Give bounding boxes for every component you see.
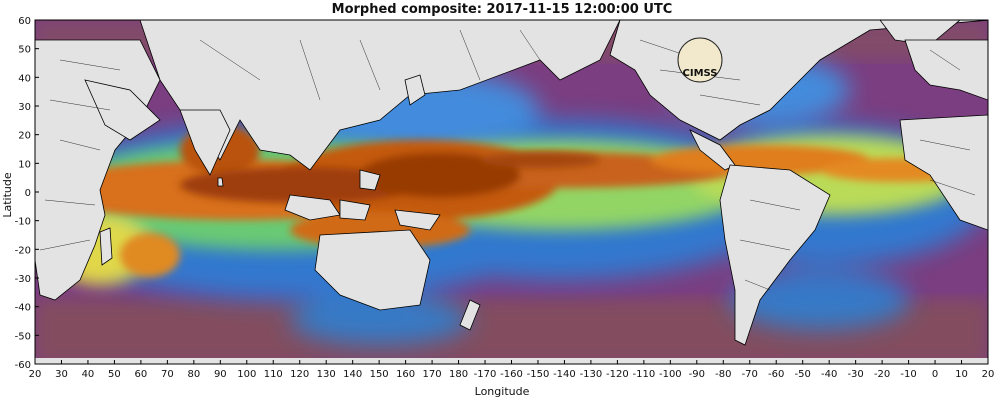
x-tick-label: 180	[449, 369, 468, 380]
x-tick-label: 140	[343, 369, 362, 380]
x-tick-label: 100	[237, 369, 256, 380]
x-tick-label: -70	[742, 369, 758, 380]
country-borders	[39, 29, 976, 291]
x-tick-label: -170	[474, 369, 497, 380]
logo-text: CIMSS	[683, 68, 718, 79]
x-tick-label: -20	[874, 369, 890, 380]
x-tick-label: 80	[187, 369, 200, 380]
y-tick-label: -20	[15, 245, 31, 256]
x-tick-label: -130	[580, 369, 603, 380]
x-tick-label: 10	[955, 369, 968, 380]
y-tick-label: -40	[15, 303, 31, 314]
cimss-logo: CIMSS	[677, 37, 723, 83]
x-tick-label: -100	[659, 369, 682, 380]
x-tick-label: -10	[900, 369, 916, 380]
x-tick-label: -120	[606, 369, 629, 380]
y-axis: 60 50 40 30 20 10 0 -10 -20 -30 -40 -50 -60	[15, 16, 39, 371]
x-tick-label: 0	[932, 369, 938, 380]
moisture-field: CIMSS	[35, 20, 988, 364]
y-tick-label: 50	[18, 45, 31, 56]
x-tick-label: 40	[82, 369, 95, 380]
x-tick-label: 60	[135, 369, 148, 380]
chart-title: Morphed composite: 2017-11-15 12:00:00 U…	[331, 2, 673, 17]
x-tick-label: 130	[317, 369, 336, 380]
y-tick-label: 20	[18, 131, 31, 142]
y-tick-label: -60	[15, 360, 31, 371]
x-tick-label: 120	[290, 369, 309, 380]
y-tick-label: 40	[18, 73, 31, 84]
x-tick-label: -50	[795, 369, 811, 380]
x-tick-label: 90	[214, 369, 227, 380]
y-tick-label: -10	[15, 217, 31, 228]
x-tick-label: -40	[821, 369, 837, 380]
x-tick-label: 50	[108, 369, 121, 380]
x-tick-label: -150	[527, 369, 550, 380]
x-tick-label: 70	[161, 369, 174, 380]
x-tick-label: 160	[396, 369, 415, 380]
y-tick-label: 0	[25, 188, 31, 199]
y-tick-label: 10	[18, 159, 31, 170]
x-axis-label: Longitude	[474, 385, 530, 398]
x-tick-label: -80	[715, 369, 731, 380]
x-tick-label: 20	[29, 369, 42, 380]
y-tick-label: 60	[18, 16, 31, 27]
y-tick-label: 30	[18, 102, 31, 113]
x-tick-label: -110	[633, 369, 656, 380]
x-tick-label: -30	[847, 369, 863, 380]
x-tick-label: 170	[423, 369, 442, 380]
x-tick-label: -60	[768, 369, 784, 380]
x-tick-label: -90	[689, 369, 705, 380]
x-tick-label: 150	[370, 369, 389, 380]
y-tick-label: -30	[15, 274, 31, 285]
x-tick-label: 30	[55, 369, 68, 380]
x-tick-label: 110	[264, 369, 283, 380]
x-tick-label: -160	[500, 369, 523, 380]
x-tick-label: 20	[982, 369, 995, 380]
y-tick-label: -50	[15, 331, 31, 342]
x-tick-label: -140	[553, 369, 576, 380]
x-axis: 20 30 40 50 60 70 80 90 100 110 120 130 140 150 160 170…	[29, 360, 995, 380]
